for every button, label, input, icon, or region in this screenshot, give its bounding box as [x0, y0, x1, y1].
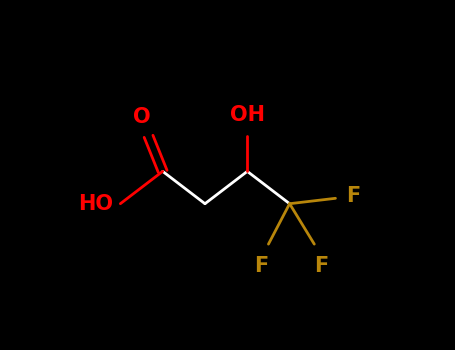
- Text: HO: HO: [78, 194, 113, 214]
- Text: F: F: [314, 256, 329, 276]
- Text: O: O: [133, 107, 150, 127]
- Text: F: F: [346, 186, 360, 205]
- Text: OH: OH: [230, 105, 265, 125]
- Text: F: F: [254, 256, 268, 276]
